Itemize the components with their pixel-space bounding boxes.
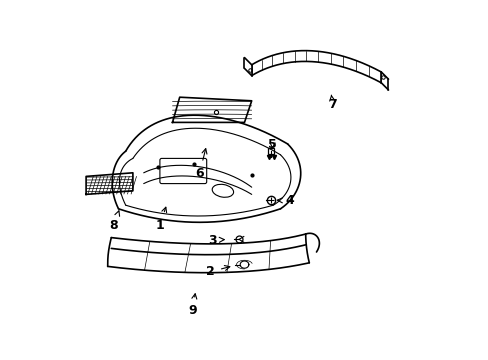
- Text: 9: 9: [187, 294, 196, 317]
- Text: 3: 3: [207, 234, 224, 247]
- Text: 5: 5: [267, 138, 276, 150]
- Text: 7: 7: [327, 95, 336, 111]
- Text: 1: 1: [155, 207, 166, 231]
- Text: 8: 8: [109, 211, 120, 231]
- Text: 2: 2: [205, 265, 229, 278]
- Text: 4: 4: [277, 194, 293, 207]
- Text: 6: 6: [195, 149, 206, 180]
